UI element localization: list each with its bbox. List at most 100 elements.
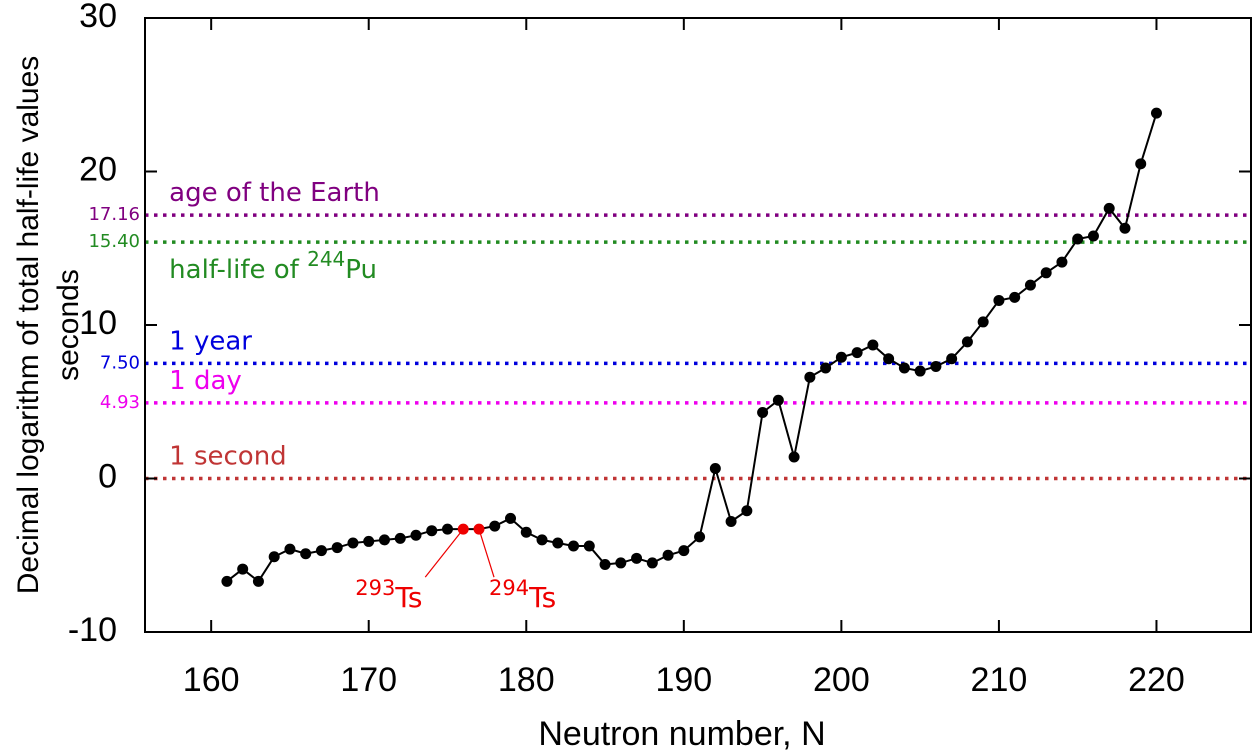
data-point xyxy=(804,371,816,383)
x-tick-label: 160 xyxy=(183,661,240,699)
data-point xyxy=(898,362,910,374)
data-point xyxy=(1072,233,1084,245)
data-point xyxy=(820,362,832,374)
data-point xyxy=(583,540,595,552)
reference-value: 15.40 xyxy=(88,231,140,252)
data-point xyxy=(883,353,895,365)
data-point xyxy=(473,523,485,535)
data-point xyxy=(914,365,926,377)
reference-label: half-life of 244Pu xyxy=(169,247,377,285)
data-point xyxy=(237,563,249,575)
reference-label: 1 second xyxy=(169,441,287,471)
y-axis-label: seconds xyxy=(52,269,85,381)
data-point xyxy=(694,531,706,543)
reference-value: 4.93 xyxy=(100,392,140,413)
reference-superscript: 244 xyxy=(307,247,345,271)
x-tick-label: 190 xyxy=(655,661,712,699)
data-point xyxy=(772,394,784,406)
data-point xyxy=(631,552,643,564)
data-point xyxy=(851,347,863,359)
data-point xyxy=(788,451,800,463)
data-point xyxy=(615,557,627,569)
data-point xyxy=(961,336,973,348)
data-point xyxy=(221,575,233,587)
data-point xyxy=(394,532,406,544)
data-point xyxy=(568,540,580,552)
y-tick-label: -10 xyxy=(68,611,117,649)
data-point xyxy=(662,549,674,561)
data-point xyxy=(457,523,469,535)
data-point xyxy=(977,316,989,328)
data-point xyxy=(1056,256,1068,268)
data-point xyxy=(599,558,611,570)
data-point xyxy=(867,339,879,351)
annotation-superscript: 294 xyxy=(489,576,529,600)
annotation-text: Ts xyxy=(394,581,422,614)
data-point xyxy=(347,537,359,549)
x-tick-label: 220 xyxy=(1128,661,1185,699)
data-point xyxy=(268,551,280,563)
data-point xyxy=(709,463,721,475)
data-point xyxy=(284,543,296,555)
reference-label: 1 year xyxy=(169,326,252,356)
data-point xyxy=(646,557,658,569)
data-point xyxy=(426,525,438,537)
reference-value: 17.16 xyxy=(88,204,140,225)
reference-label: age of the Earth xyxy=(169,178,380,208)
data-point xyxy=(489,520,501,532)
data-point xyxy=(378,534,390,546)
data-point xyxy=(1150,107,1162,119)
annotation-text: Ts xyxy=(528,581,556,614)
annotation: 294Ts xyxy=(489,576,556,614)
reference-text-after: Pu xyxy=(345,255,377,285)
x-tick-label: 200 xyxy=(813,661,870,699)
annotation-leader xyxy=(478,528,495,578)
data-point xyxy=(520,526,532,538)
y-axis-label: Decimal logarithm of total half-life val… xyxy=(12,56,45,595)
annotation-leader xyxy=(424,528,464,578)
annotation-superscript: 293 xyxy=(355,576,395,600)
y-tick-label: 30 xyxy=(79,0,117,35)
data-point xyxy=(1119,222,1131,234)
reference-value: 7.50 xyxy=(100,352,140,373)
data-point xyxy=(1135,158,1147,170)
reference-text: 1 year xyxy=(169,326,252,356)
data-point xyxy=(552,537,564,549)
data-point xyxy=(331,542,343,554)
annotation: 293Ts xyxy=(355,576,422,614)
data-point xyxy=(536,534,548,546)
data-point xyxy=(1087,230,1099,242)
data-point xyxy=(441,523,453,535)
data-point xyxy=(300,548,312,560)
x-tick-label: 210 xyxy=(971,661,1028,699)
data-point xyxy=(363,535,375,547)
reference-text: 1 second xyxy=(169,441,287,471)
y-tick-label: 10 xyxy=(79,304,117,342)
data-point xyxy=(946,353,958,365)
data-point xyxy=(835,351,847,363)
data-point xyxy=(757,406,769,418)
reference-text: age of the Earth xyxy=(169,178,380,208)
data-point xyxy=(410,529,422,541)
data-point xyxy=(725,515,737,527)
data-point xyxy=(993,294,1005,306)
data-point xyxy=(315,545,327,557)
data-point xyxy=(678,545,690,557)
data-point xyxy=(741,505,753,517)
reference-text: half-life of xyxy=(169,255,307,285)
data-point xyxy=(252,575,264,587)
reference-label: 1 day xyxy=(169,365,242,395)
data-point xyxy=(1009,291,1021,303)
y-tick-label: 20 xyxy=(79,150,117,188)
y-tick-label: 0 xyxy=(98,457,117,495)
data-point xyxy=(1103,202,1115,214)
data-point xyxy=(930,360,942,372)
data-point xyxy=(505,512,517,524)
x-tick-label: 180 xyxy=(498,661,555,699)
reference-text: 1 day xyxy=(169,365,242,395)
data-point xyxy=(1024,279,1036,291)
data-point xyxy=(1040,267,1052,279)
x-tick-label: 170 xyxy=(340,661,397,699)
x-axis-label: Neutron number, N xyxy=(538,715,825,753)
